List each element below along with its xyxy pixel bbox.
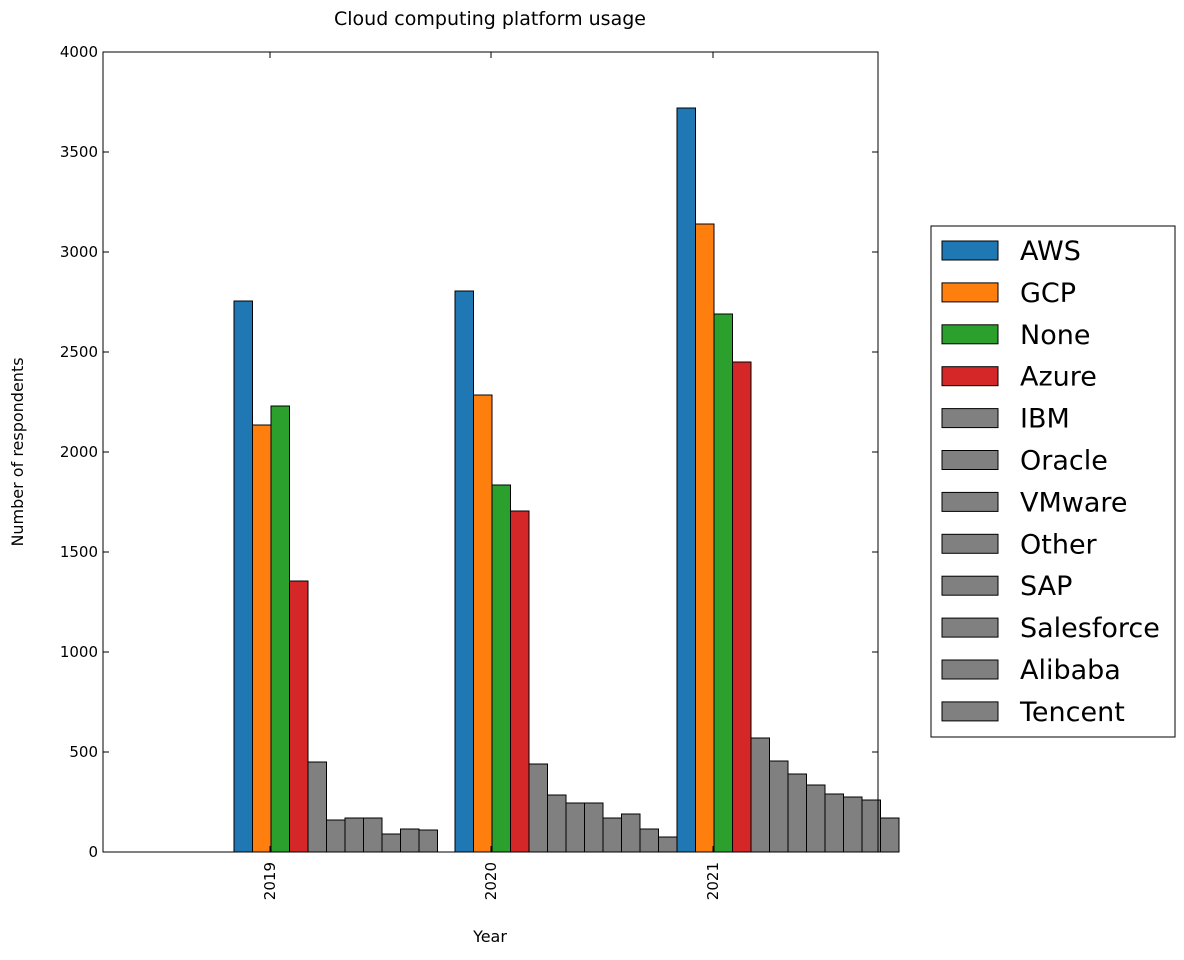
bar-tencent-2021 — [880, 817, 900, 853]
bar-oracle-2019 — [326, 819, 346, 853]
bar-none-2019 — [270, 405, 290, 853]
legend-swatch-azure — [941, 366, 999, 387]
legend-swatch-none — [941, 324, 999, 345]
bar-alibaba-2020 — [639, 828, 659, 853]
bar-vmware-2020 — [565, 802, 585, 853]
bar-oracle-2021 — [769, 760, 789, 853]
legend-label-none: None — [1020, 320, 1090, 351]
bar-ibm-2021 — [750, 737, 770, 853]
bar-aws-2019 — [233, 300, 253, 853]
bar-none-2020 — [491, 484, 511, 853]
y-axis-title: Number of respondents — [8, 357, 27, 546]
legend-label-alibaba: Alibaba — [1020, 655, 1121, 686]
legend-label-tencent: Tencent — [1019, 697, 1125, 728]
bar-other-2019 — [363, 817, 383, 853]
bar-oracle-2020 — [547, 794, 567, 853]
bar-sap-2020 — [602, 817, 622, 853]
legend-swatch-gcp — [941, 282, 999, 303]
x-axis-title: Year — [472, 927, 507, 946]
y-tick-label: 500 — [69, 743, 98, 761]
legend-label-other: Other — [1020, 529, 1098, 560]
bar-aws-2021 — [676, 107, 696, 853]
legend-swatch-aws — [941, 240, 999, 261]
bar-azure-2019 — [289, 580, 309, 853]
legend-swatch-salesforce — [941, 617, 999, 638]
y-tick-label: 2000 — [60, 443, 98, 461]
y-tick-label: 1000 — [60, 643, 98, 661]
bar-alibaba-2019 — [418, 829, 438, 853]
bar-salesforce-2021 — [843, 796, 863, 853]
legend-box — [930, 225, 1176, 738]
bar-salesforce-2019 — [400, 828, 420, 853]
bar-gcp-2021 — [695, 223, 715, 853]
bars-group — [233, 107, 900, 853]
y-tick-label: 2500 — [60, 343, 98, 361]
legend-label-azure: Azure — [1020, 362, 1097, 393]
legend-swatch-alibaba — [941, 659, 999, 680]
legend-swatch-oracle — [941, 450, 999, 470]
bar-azure-2021 — [732, 361, 752, 853]
bar-gcp-2019 — [252, 424, 272, 853]
legend-label-gcp: GCP — [1020, 278, 1076, 309]
x-tick-label: 2019 — [261, 862, 279, 900]
bar-sap-2021 — [824, 793, 844, 853]
legend-label-sap: SAP — [1020, 571, 1072, 602]
y-tick-label: 3500 — [60, 143, 98, 161]
x-tick-label: 2020 — [482, 862, 500, 900]
y-tick-label: 3000 — [60, 243, 98, 261]
bar-sap-2019 — [381, 833, 401, 853]
bar-other-2021 — [806, 784, 826, 853]
legend-swatch-ibm — [941, 408, 999, 429]
legend-swatch-tencent — [941, 701, 999, 722]
chart-title: Cloud computing platform usage — [334, 8, 646, 30]
bar-gcp-2020 — [473, 394, 493, 853]
legend-swatch-other — [941, 533, 999, 554]
bar-salesforce-2020 — [621, 813, 641, 853]
bar-aws-2020 — [454, 290, 474, 853]
legend-label-vmware: VMware — [1020, 487, 1128, 518]
y-tick-label: 0 — [88, 843, 98, 861]
x-tick-label: 2021 — [704, 862, 722, 900]
legend-swatch-vmware — [941, 491, 999, 512]
bar-tencent-2020 — [658, 836, 678, 853]
legend-label-ibm: IBM — [1020, 404, 1070, 435]
bar-azure-2020 — [510, 510, 530, 853]
bar-none-2021 — [713, 313, 733, 853]
bar-ibm-2019 — [307, 761, 327, 853]
bar-other-2020 — [584, 802, 604, 853]
y-axis: 0 500 1000 1500 2000 2500 3000 3500 4000 — [60, 43, 878, 861]
y-tick-label: 4000 — [60, 43, 98, 61]
bar-vmware-2021 — [787, 773, 807, 853]
y-tick-label: 1500 — [60, 543, 98, 561]
legend-label-aws: AWS — [1020, 236, 1081, 267]
legend-swatch-sap — [941, 575, 999, 596]
x-axis: 2019 2020 2021 — [261, 52, 722, 900]
bar-vmware-2019 — [344, 817, 364, 853]
bar-ibm-2020 — [528, 763, 548, 853]
legend-label-salesforce: Salesforce — [1020, 613, 1160, 644]
legend-label-oracle: Oracle — [1020, 446, 1108, 477]
legend: AWS GCP None Azure IBM Oracle VMware Other SAP Sa… — [930, 225, 1176, 738]
